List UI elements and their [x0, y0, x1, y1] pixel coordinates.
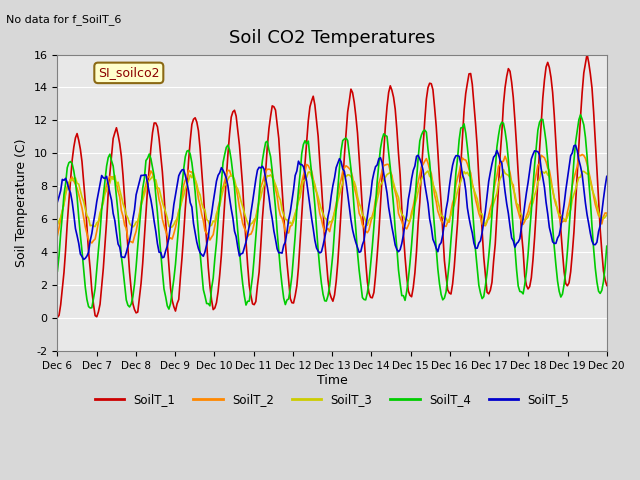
- SoilT_2: [603, 210, 611, 216]
- SoilT_2: [504, 164, 512, 169]
- SoilT_2: [364, 230, 371, 236]
- SoilT_4: [364, 290, 371, 296]
- SoilT_4: [511, 245, 519, 251]
- SoilT_1: [603, 283, 611, 288]
- SoilT_3: [513, 201, 520, 206]
- SoilT_1: [503, 73, 511, 79]
- Line: SoilT_5: SoilT_5: [58, 145, 607, 260]
- Text: No data for f_SoilT_6: No data for f_SoilT_6: [6, 14, 122, 25]
- SoilT_3: [603, 212, 611, 218]
- SoilT_5: [177, 169, 184, 175]
- Text: SI_soilco2: SI_soilco2: [98, 66, 159, 79]
- SoilT_5: [219, 168, 227, 173]
- Line: SoilT_3: SoilT_3: [58, 169, 607, 228]
- SoilT_2: [177, 203, 184, 208]
- SoilT_3: [177, 204, 184, 210]
- SoilT_4: [54, 268, 61, 274]
- SoilT_4: [504, 157, 512, 163]
- SoilT_1: [362, 259, 369, 264]
- SoilT_3: [364, 222, 371, 228]
- SoilT_1: [218, 252, 225, 258]
- Line: SoilT_4: SoilT_4: [58, 115, 607, 309]
- SoilT_4: [577, 112, 584, 118]
- SoilT_4: [177, 198, 184, 204]
- SoilT_1: [60, 270, 68, 276]
- SoilT_2: [88, 240, 95, 246]
- SoilT_2: [219, 184, 227, 190]
- SoilT_5: [572, 142, 579, 148]
- Line: SoilT_1: SoilT_1: [58, 54, 607, 317]
- SoilT_4: [603, 243, 611, 249]
- SoilT_3: [54, 222, 61, 228]
- SoilT_5: [511, 244, 519, 250]
- SoilT_1: [54, 314, 61, 320]
- Title: Soil CO2 Temperatures: Soil CO2 Temperatures: [229, 29, 435, 48]
- SoilT_5: [364, 214, 371, 220]
- SoilT_4: [165, 306, 173, 312]
- SoilT_5: [504, 211, 512, 216]
- SoilT_3: [60, 202, 68, 207]
- SoilT_1: [583, 51, 591, 57]
- SoilT_1: [175, 297, 182, 302]
- SoilT_4: [219, 160, 227, 166]
- SoilT_3: [500, 167, 508, 172]
- SoilT_2: [54, 233, 61, 239]
- SoilT_5: [603, 173, 611, 179]
- Line: SoilT_2: SoilT_2: [58, 155, 607, 243]
- SoilT_2: [511, 194, 519, 200]
- SoilT_4: [60, 192, 68, 197]
- SoilT_1: [509, 95, 517, 100]
- SoilT_5: [54, 199, 61, 205]
- Y-axis label: Soil Temperature (C): Soil Temperature (C): [15, 139, 28, 267]
- Legend: SoilT_1, SoilT_2, SoilT_3, SoilT_4, SoilT_5: SoilT_1, SoilT_2, SoilT_3, SoilT_4, Soil…: [90, 388, 574, 410]
- SoilT_2: [579, 152, 586, 157]
- SoilT_3: [219, 188, 227, 193]
- SoilT_5: [60, 178, 68, 183]
- X-axis label: Time: Time: [317, 374, 348, 387]
- SoilT_2: [60, 201, 68, 206]
- SoilT_3: [506, 175, 514, 181]
- SoilT_3: [166, 225, 174, 230]
- SoilT_5: [80, 257, 88, 263]
